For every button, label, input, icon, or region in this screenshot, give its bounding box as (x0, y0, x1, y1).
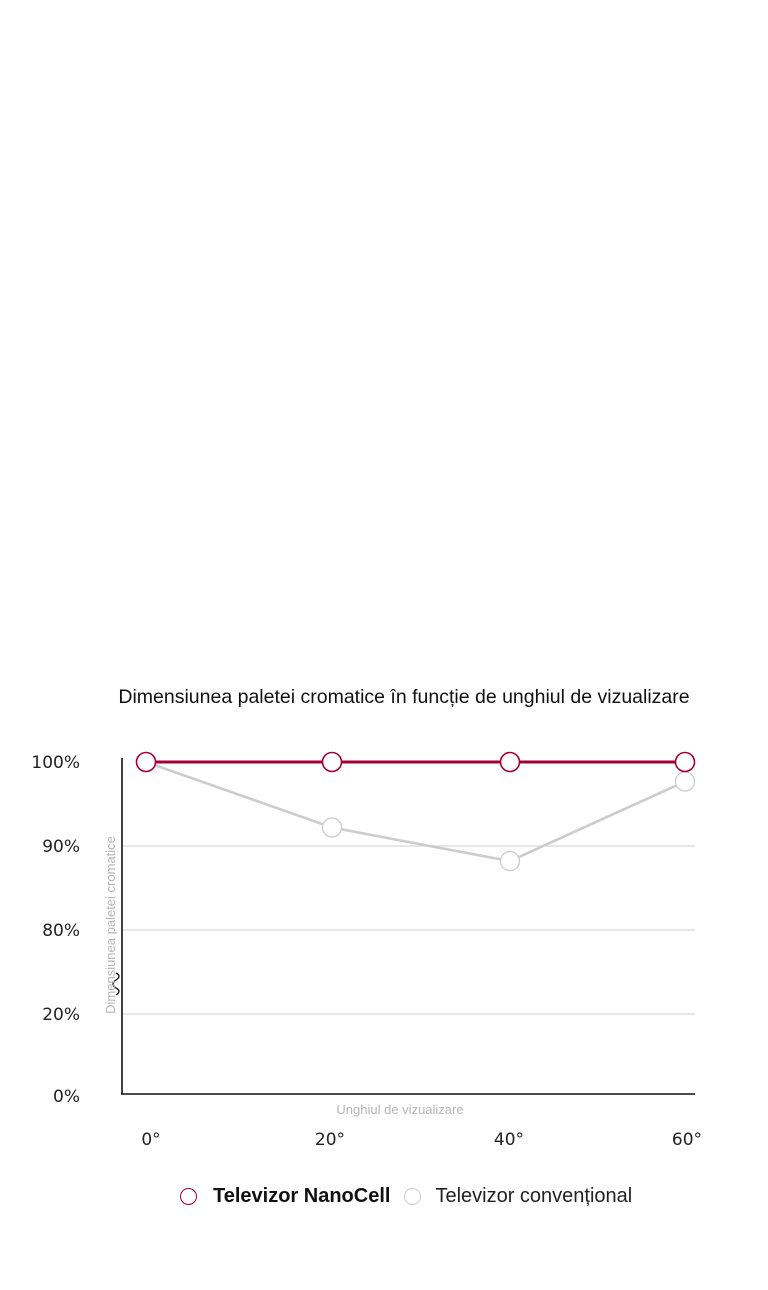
data-point-conventional (499, 850, 521, 872)
series-lines (145, 760, 686, 863)
y-tick-label: 90% (42, 837, 80, 857)
data-point-nanocell (674, 751, 696, 773)
y-tick-label: 20% (42, 1005, 80, 1025)
y-tick-labels: 0% 20% 80% 90% 100% (31, 753, 80, 1107)
x-axis-title: Unghiul de vizualizare (336, 1102, 463, 1117)
y-tick-label: 0% (53, 1087, 80, 1107)
series-points (135, 751, 696, 872)
x-tick-label: 60° (672, 1130, 702, 1150)
x-tick-label: 40° (494, 1130, 524, 1150)
data-point-conventional (674, 771, 696, 792)
legend: Televizor NanoCell Televizor convenționa… (180, 1185, 646, 1208)
legend-item-nanocell: Televizor NanoCell (180, 1185, 390, 1208)
y-tick-label: 80% (42, 921, 80, 941)
data-point-conventional (321, 817, 343, 838)
gridlines (122, 845, 695, 1015)
axes (112, 758, 695, 1095)
nanocell-marker-icon (180, 1188, 197, 1205)
y-tick-label: 100% (31, 753, 80, 773)
data-point-nanocell (499, 751, 521, 773)
x-tick-labels: 0° 20° 40° 60° (141, 1130, 702, 1150)
series-line-conventional (145, 760, 686, 863)
x-tick-label: 0° (141, 1130, 160, 1150)
data-point-nanocell (135, 751, 157, 773)
y-axis-title: Dimensiunea paletei cromatice (103, 836, 118, 1014)
x-tick-label: 20° (315, 1130, 345, 1150)
conventional-marker-icon (404, 1188, 422, 1205)
chart-title: Dimensiunea paletei cromatice în funcție… (118, 686, 690, 708)
data-point-nanocell (321, 751, 343, 773)
legend-item-conventional: Televizor convențional (404, 1185, 632, 1208)
axis-break-icon (112, 972, 120, 996)
legend-label-conventional: Televizor convențional (435, 1185, 633, 1207)
legend-label-nanocell: Televizor NanoCell (213, 1185, 391, 1207)
